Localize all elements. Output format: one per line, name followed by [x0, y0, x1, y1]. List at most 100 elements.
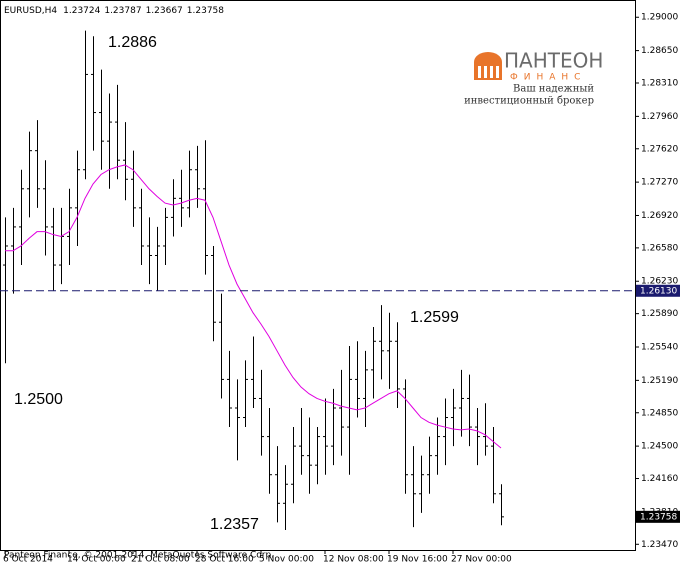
y-tick-label: 1.24160: [641, 474, 678, 484]
y-tick-label: 1.24850: [641, 408, 678, 418]
y-tick-label: 1.27620: [641, 144, 678, 154]
header: EURUSD,H4 1.23724 1.23787 1.23667 1.23758: [4, 6, 224, 16]
ohlc-bar: [467, 374, 472, 447]
ohlc-bar: [99, 69, 104, 170]
logo-name: ПАНТЕОН: [504, 49, 603, 73]
y-tick-label: 1.26580: [641, 243, 678, 253]
header-symbol: EURUSD,H4: [4, 6, 57, 16]
ohlc-bar: [275, 446, 280, 523]
ohlc-bar: [155, 226, 160, 291]
ohlc-bar: [43, 160, 48, 256]
ohlc-bar: [283, 465, 288, 530]
ohlc-bar: [187, 150, 192, 218]
ohlc-bar: [339, 369, 344, 456]
logo-column: [490, 66, 493, 78]
ohlc-bar: [387, 312, 392, 389]
ohlc-bar: [435, 417, 440, 475]
logo: ПАНТЕОН ФИНАНС Ваш надежный инвестиционн…: [464, 49, 603, 107]
annotation: 1.2500: [14, 391, 63, 408]
ohlc-bar: [379, 305, 384, 380]
y-tick-label: 1.25890: [641, 309, 678, 319]
moving-average: [5, 164, 502, 449]
y-tick-label: 1.28650: [641, 46, 678, 56]
ohlc-bar: [115, 84, 120, 180]
ohlc-bar: [291, 427, 296, 504]
ohlc-bar: [259, 369, 264, 456]
ohlc-bar: [171, 179, 176, 237]
ohlc-bar: [371, 326, 376, 399]
ohlc-bar: [475, 407, 480, 466]
ohlc-bar: [139, 188, 144, 266]
x-tick-label: 21 Oct 08:00: [131, 555, 190, 565]
hline-label: 1.26130: [640, 286, 677, 296]
ohlc-bar: [491, 427, 496, 504]
ohlc-bar: [451, 388, 456, 447]
y-tick-label: 1.26230: [641, 277, 678, 287]
y-tick-label: 1.28310: [641, 79, 678, 89]
y-tick-label: 1.27960: [641, 112, 678, 122]
ohlc-bar: [395, 322, 400, 408]
ohlc-bar: [459, 369, 464, 437]
ohlc-bar: [131, 150, 136, 227]
x-tick-label: 19 Nov 16:00: [387, 555, 448, 565]
logo-column: [484, 66, 487, 78]
annotation: 1.2599: [410, 309, 459, 326]
x-tick-label: 28 Oct 16:00: [195, 555, 254, 565]
ohlc-bar: [267, 407, 272, 494]
ohlc-bar: [307, 417, 312, 494]
ohlc-bar: [51, 207, 56, 291]
ohlc-bar: [235, 379, 240, 461]
ohlc-bar: [67, 188, 72, 266]
logo-column: [496, 66, 499, 78]
ohlc-bar: [147, 217, 152, 285]
ohlc-bar: [363, 350, 368, 428]
annotation: 1.2357: [210, 516, 259, 533]
footer: Panteon Finance, © 2001-2014, MetaQuotes…: [4, 551, 274, 561]
y-tick-label: 1.27270: [641, 178, 678, 188]
header-open: 1.23724: [63, 6, 100, 16]
ohlc-bar: [427, 436, 432, 494]
ohlc-bar: [355, 341, 360, 418]
ohlc-bar: [163, 207, 168, 266]
x-tick-label: 14 Oct 00:00: [67, 555, 126, 565]
ohlc-bar: [27, 131, 32, 218]
ohlc-bar: [443, 398, 448, 466]
ohlc-bar: [203, 140, 208, 275]
ohlc-bar: [75, 150, 80, 246]
ohlc-bar: [315, 427, 320, 485]
ohlc-bar: [411, 446, 416, 528]
ohlc-bar: [83, 30, 88, 180]
y-tick-label: 1.23470: [641, 540, 678, 550]
price-label-box: [636, 510, 680, 523]
ohlc-bar: [483, 403, 488, 456]
ohlc-bar: [123, 122, 128, 201]
x-tick-label: 12 Nov 08:00: [323, 555, 384, 565]
ohlc-bar: [251, 336, 256, 408]
header-high: 1.23787: [104, 6, 141, 16]
ohlc-bar: [323, 398, 328, 475]
x-tick-label: 27 Nov 00:00: [451, 555, 512, 565]
ohlc-bar: [19, 169, 24, 266]
ohlc-bar: [331, 388, 336, 466]
y-tick-label: 1.29000: [641, 13, 678, 23]
y-tick-label: 1.25190: [641, 376, 678, 386]
header-low: 1.23667: [146, 6, 183, 16]
logo-column: [478, 66, 481, 78]
ohlc-bar: [211, 245, 216, 342]
y-tick-label: 1.26920: [641, 211, 678, 221]
logo-sub: ФИНАНС: [510, 73, 586, 83]
plot-frame: [0, 0, 636, 551]
ohlc-bar: [107, 93, 112, 189]
price-label: 1.23758: [640, 512, 677, 522]
y-tick-label: 1.25540: [641, 343, 678, 353]
ohlc-bar: [35, 120, 40, 208]
x-tick-label: 5 Nov 00:00: [259, 555, 314, 565]
ohlc-bar: [179, 169, 184, 227]
ohlc-bar: [419, 455, 424, 513]
hline-label-box: [636, 284, 680, 297]
annotation: 1.2886: [108, 34, 157, 51]
y-tick-label: 1.24500: [641, 442, 678, 452]
ohlc-bar: [499, 484, 504, 526]
